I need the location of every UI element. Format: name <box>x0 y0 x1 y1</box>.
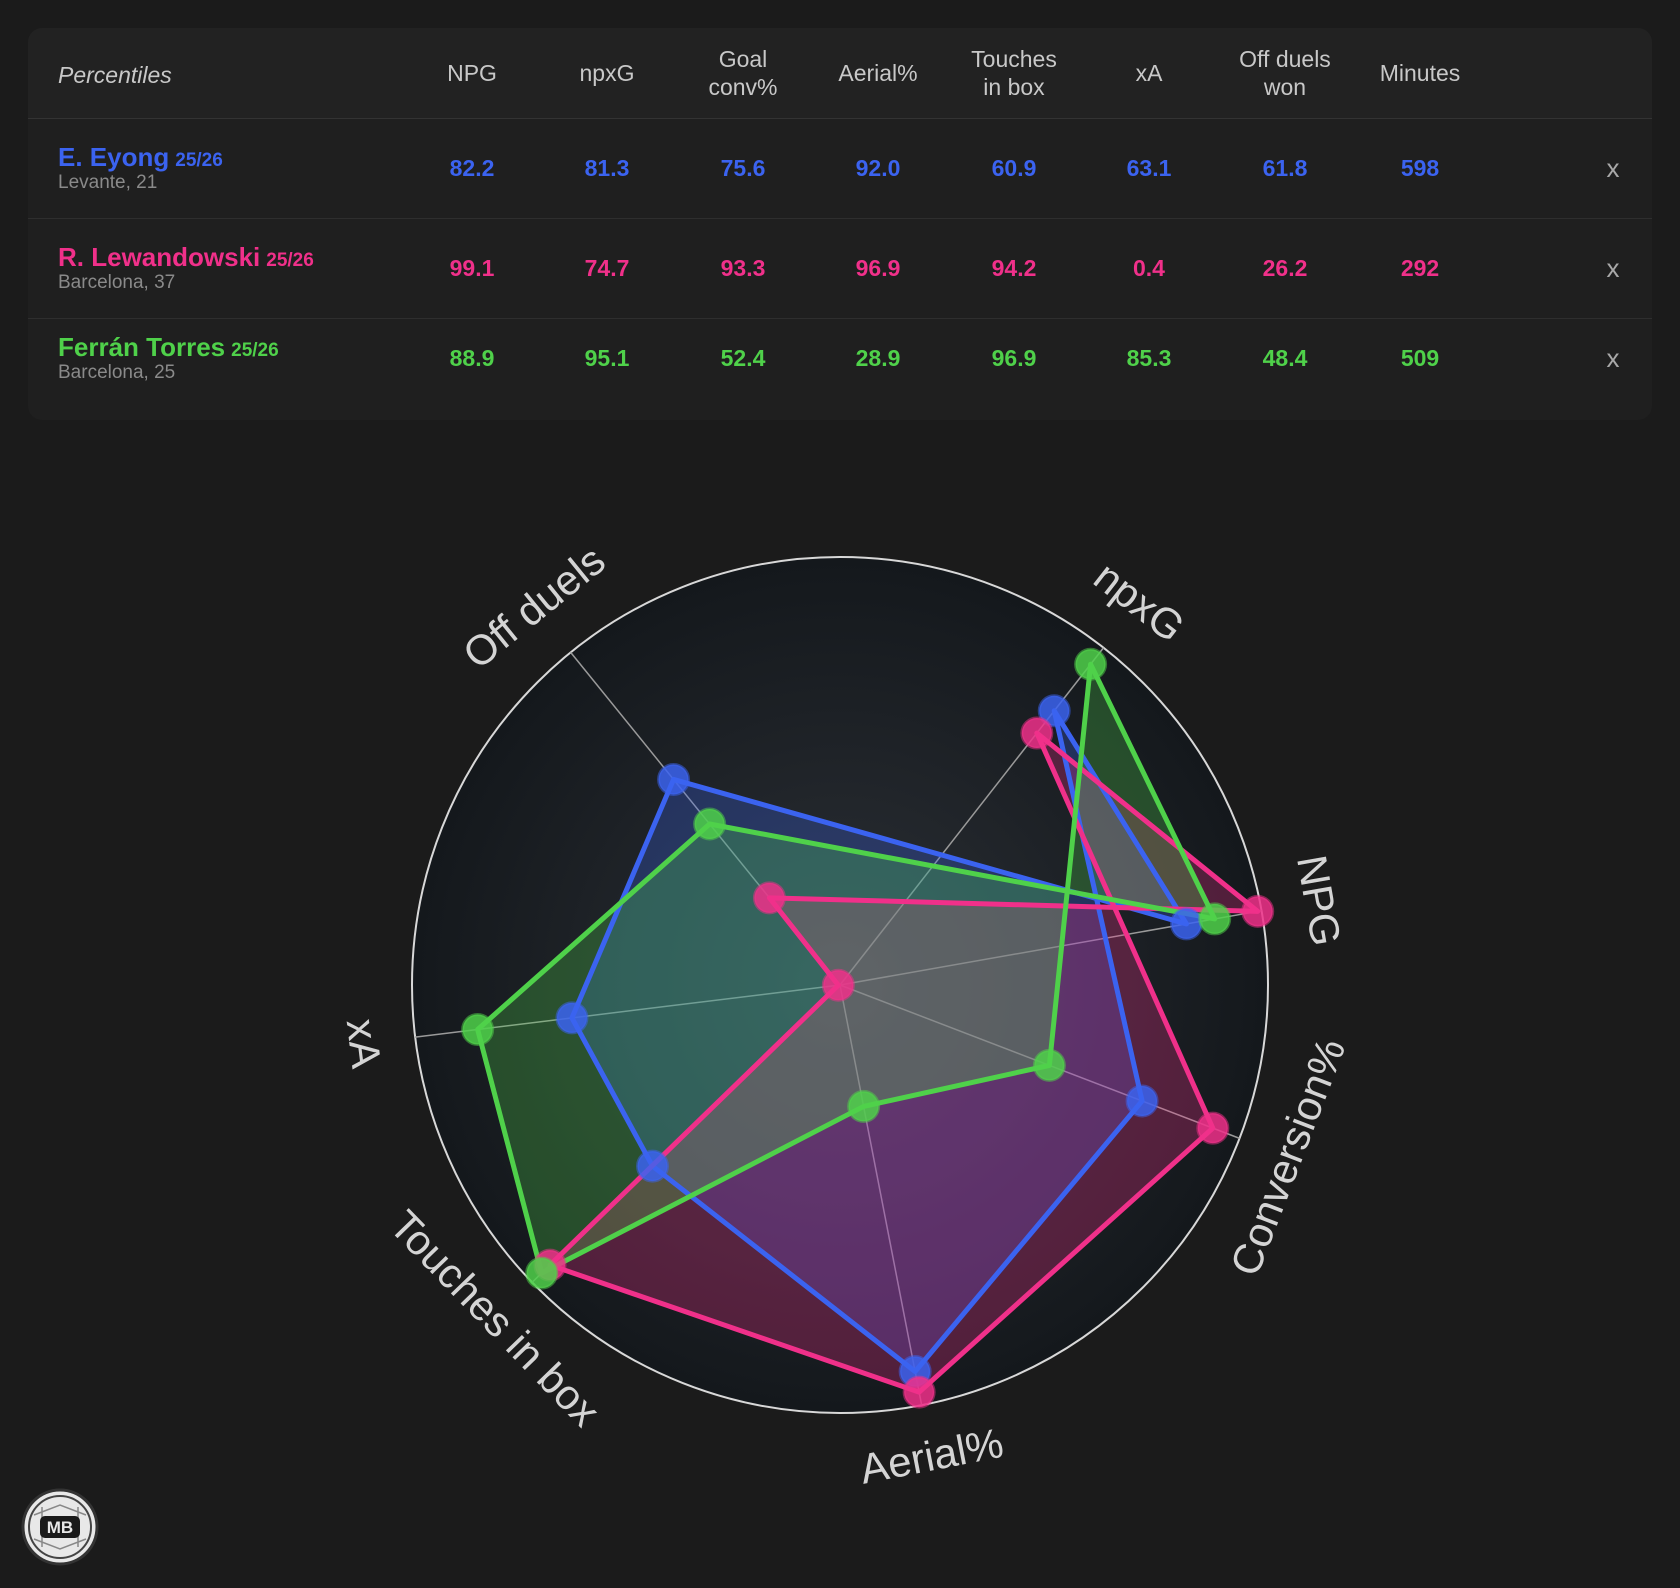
player-name: R. Lewandowski 25/26 <box>58 242 314 273</box>
remove-player-button[interactable]: x <box>1606 152 1620 183</box>
player-name: E. Eyong 25/26 <box>58 142 223 173</box>
stat-cell: 96.9 <box>855 254 901 281</box>
player-club: Levante, 21 <box>58 172 158 193</box>
column-header: Touches in box <box>971 46 1057 100</box>
stat-cell: 292 <box>1400 254 1440 281</box>
data-point <box>847 1089 881 1123</box>
player-season: 25/26 <box>175 150 223 171</box>
stat-cell: 26.2 <box>1262 254 1308 281</box>
data-point <box>1074 647 1108 681</box>
stat-cell: 93.3 <box>720 254 766 281</box>
stat-cell: 74.7 <box>584 254 630 281</box>
header-label: Percentiles <box>58 62 172 88</box>
data-point <box>555 1001 589 1035</box>
data-point <box>1241 894 1275 928</box>
logo-icon: MB <box>21 1488 99 1566</box>
axis-label: NPG <box>1288 852 1350 950</box>
player-row: E. Eyong 25/26 Levante, 21 82.2 81.3 75.6 92.0… <box>28 118 1652 219</box>
data-point <box>1037 694 1071 728</box>
series-line <box>547 730 1261 1395</box>
axis-label: xA <box>338 1016 391 1070</box>
data-point <box>1198 902 1232 936</box>
player-row: R. Lewandowski 25/26 Barcelona, 37 99.1 74.7… <box>28 218 1652 319</box>
percentile-table: Percentiles NPG npxG Goal conv% Aerial% Touch… <box>28 28 1652 420</box>
player-row: Ferrán Torres 25/26 Barcelona, 25 88.9 95.1 5… <box>28 308 1652 408</box>
remove-player-button[interactable]: x <box>1606 342 1620 373</box>
player-name-text: R. Lewandowski <box>58 242 261 272</box>
column-header: npxG <box>579 60 635 86</box>
data-point <box>1125 1084 1159 1118</box>
stat-cell: 63.1 <box>1126 154 1172 181</box>
column-header: Off duels won <box>1239 46 1331 100</box>
table-header: Percentiles NPG npxG Goal conv% Aerial% Touch… <box>28 28 1652 119</box>
stat-cell: 0.4 <box>1133 254 1165 281</box>
player-name: Ferrán Torres 25/26 <box>58 332 279 363</box>
data-point <box>461 1012 495 1046</box>
stat-cell: 61.8 <box>1262 154 1308 181</box>
data-point <box>752 881 786 915</box>
player-season: 25/26 <box>231 340 279 361</box>
data-point <box>1196 1111 1230 1145</box>
column-header: Goal conv% <box>708 46 778 100</box>
stat-cell: 28.9 <box>855 344 901 371</box>
stat-cell: 99.1 <box>449 254 495 281</box>
stat-cell: 94.2 <box>991 254 1037 281</box>
data-point <box>821 968 855 1002</box>
series-area <box>477 664 1215 1274</box>
column-header: xA <box>1135 60 1163 86</box>
column-header: Minutes <box>1379 60 1461 86</box>
stat-cell: 60.9 <box>991 154 1037 181</box>
column-header: Aerial% <box>838 60 918 86</box>
stat-cell: 75.6 <box>720 154 766 181</box>
series-line <box>569 708 1189 1375</box>
series-line <box>475 661 1218 1276</box>
stat-cell: 509 <box>1400 344 1440 371</box>
stat-cell: 85.3 <box>1126 344 1172 371</box>
stat-cell: 96.9 <box>991 344 1037 371</box>
stat-cell: 88.9 <box>449 344 495 371</box>
stat-cell: 81.3 <box>584 154 630 181</box>
data-point <box>636 1149 670 1183</box>
series-area <box>571 710 1187 1372</box>
stat-cell: 95.1 <box>584 344 630 371</box>
stat-cell: 52.4 <box>720 344 766 371</box>
player-club: Barcelona, 25 <box>58 362 176 383</box>
axis-label: Aerial% <box>856 1419 1007 1493</box>
logo-text: MB <box>47 1518 73 1537</box>
player-name-text: Ferrán Torres <box>58 332 226 362</box>
stat-cell: 92.0 <box>855 154 901 181</box>
axis-label: npxG <box>1085 552 1193 651</box>
radar-spoke <box>839 984 923 1406</box>
mb-logo: MB <box>20 1487 100 1567</box>
data-point <box>1169 907 1203 941</box>
data-point <box>525 1256 559 1290</box>
data-point <box>693 807 727 841</box>
player-season: 25/26 <box>266 250 314 271</box>
stat-cell: 598 <box>1400 154 1440 181</box>
stat-cell: 82.2 <box>449 154 495 181</box>
remove-player-button[interactable]: x <box>1606 252 1620 283</box>
data-point <box>902 1375 936 1409</box>
data-point <box>1020 716 1054 750</box>
column-header: NPG <box>447 60 497 86</box>
data-point <box>657 762 691 796</box>
data-point <box>1032 1048 1066 1082</box>
stat-cell: 48.4 <box>1262 344 1308 371</box>
player-club: Barcelona, 37 <box>58 272 176 293</box>
player-name-text: E. Eyong <box>58 142 170 172</box>
